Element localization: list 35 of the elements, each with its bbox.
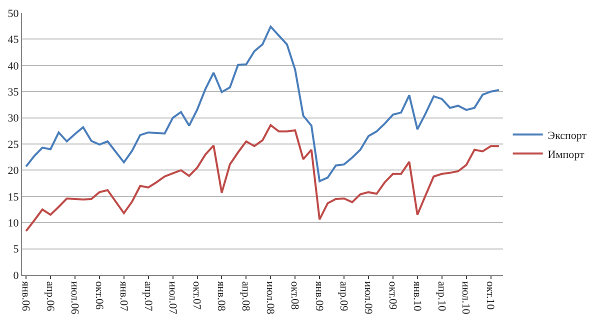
x-tick-label: июл.09 [362,281,374,315]
x-tick-label: янв.08 [215,281,228,312]
x-tick-label: янв.06 [20,281,32,312]
x-tick-label: июл.07 [166,281,178,315]
x-tick-label: янв.10 [410,281,423,312]
x-tick-label: окт.08 [288,281,301,310]
line-series [25,124,500,232]
line-series [25,26,500,182]
y-tick-label: 20 [8,165,20,178]
x-tick-label: июл.06 [68,281,80,315]
x-tick-label: окт.10 [484,281,496,310]
y-tick-label: 10 [8,217,20,230]
x-tick-label: окт.06 [92,281,105,310]
x-tick-label: янв.07 [117,281,130,312]
y-tick-label: 45 [8,34,20,46]
y-tick-label: 50 [8,8,20,20]
x-tick-label: окт.07 [190,281,203,310]
y-tick-label: 30 [8,112,20,125]
legend-label: Экспорт [548,130,587,142]
y-tick-label: 0 [13,270,20,282]
y-tick-label: 40 [8,60,20,72]
legend-label: Импорт [548,148,584,161]
y-tick-label: 35 [8,86,20,98]
x-tick-label: июл.10 [460,281,472,315]
x-tick-label: апр.07 [142,281,154,312]
x-tick-label: окт.09 [386,281,398,310]
x-tick-label: апр.10 [435,281,448,312]
x-tick-label: апр.08 [240,281,252,312]
x-tick-label: апр.09 [337,281,350,312]
x-tick-label: июл.08 [264,281,276,315]
y-tick-label: 15 [8,191,20,204]
y-tick-label: 5 [13,244,20,256]
x-tick-label: янв.09 [312,281,325,312]
x-tick-label: апр.06 [44,281,56,312]
y-tick-label: 25 [8,138,20,151]
